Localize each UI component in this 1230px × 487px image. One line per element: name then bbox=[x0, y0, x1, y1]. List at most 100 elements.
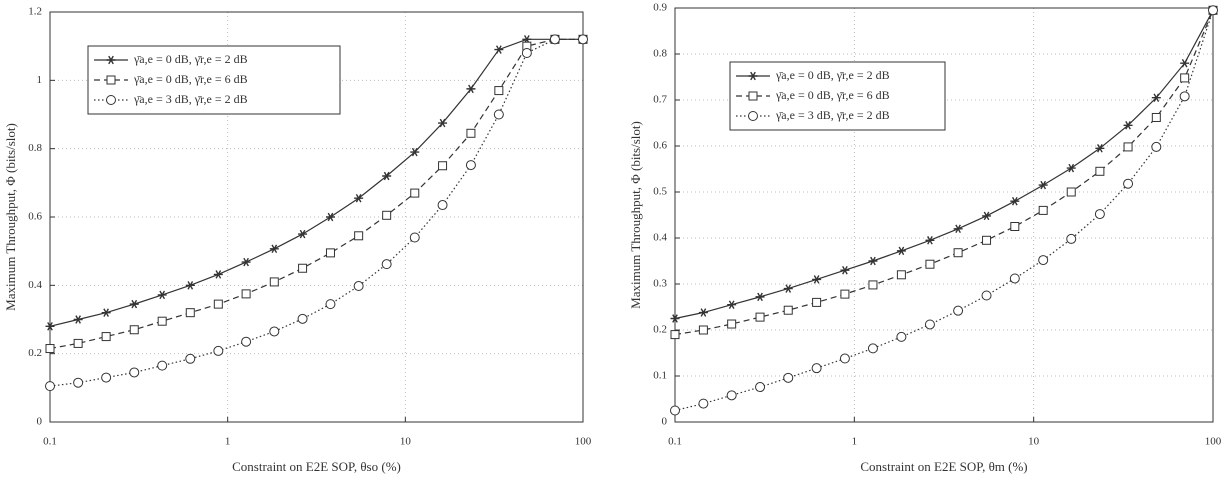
legend-label: γ̄a,e = 0 dB, γ̄r,e = 6 dB bbox=[775, 88, 890, 102]
marker bbox=[896, 270, 906, 280]
y-tick-label: 0.7 bbox=[653, 94, 667, 106]
marker bbox=[698, 308, 708, 317]
marker bbox=[325, 212, 335, 222]
y-tick-label: 0.8 bbox=[28, 142, 42, 154]
chart: 0.1 1 10 10000.10.20.30.40.50.60.70.80.9Con… bbox=[628, 2, 1222, 474]
marker bbox=[157, 360, 168, 371]
marker bbox=[896, 246, 906, 256]
marker bbox=[670, 405, 680, 416]
marker bbox=[982, 235, 992, 245]
marker bbox=[437, 200, 448, 211]
marker bbox=[1038, 205, 1048, 215]
marker bbox=[101, 308, 111, 317]
marker bbox=[213, 345, 224, 356]
marker bbox=[1180, 58, 1190, 68]
marker bbox=[106, 95, 116, 105]
marker bbox=[1066, 163, 1076, 173]
marker bbox=[1038, 255, 1049, 266]
marker bbox=[748, 111, 758, 121]
marker bbox=[924, 319, 935, 330]
marker bbox=[521, 48, 532, 58]
marker bbox=[466, 128, 476, 138]
y-tick-label: 1.2 bbox=[28, 6, 42, 18]
x-axis-label: Constraint on E2E SOP, θm (%) bbox=[860, 459, 1027, 474]
x-tick-label: 100 bbox=[1205, 436, 1222, 448]
marker bbox=[783, 305, 793, 315]
marker bbox=[953, 248, 963, 258]
x-tick-label: 100 bbox=[575, 436, 592, 448]
marker bbox=[1010, 196, 1020, 206]
marker bbox=[522, 35, 532, 44]
x-tick-label: 1 bbox=[225, 436, 231, 448]
y-tick-label: 0.2 bbox=[28, 347, 42, 359]
legend-label: γ̄a,e = 0 dB, γ̄r,e = 2 dB bbox=[775, 68, 890, 82]
series-line bbox=[49, 38, 583, 350]
legend-label: γ̄a,e = 3 dB, γ̄r,e = 2 dB bbox=[775, 108, 890, 122]
marker bbox=[726, 390, 737, 401]
marker bbox=[1010, 222, 1020, 231]
marker bbox=[1151, 141, 1162, 152]
x-tick-label: 10 bbox=[1028, 436, 1040, 448]
marker bbox=[185, 281, 195, 290]
marker bbox=[925, 259, 935, 269]
marker bbox=[1179, 91, 1190, 102]
marker bbox=[727, 319, 737, 329]
marker bbox=[1208, 5, 1218, 16]
marker bbox=[382, 210, 392, 220]
marker bbox=[981, 290, 992, 301]
y-tick-label: 0.3 bbox=[653, 278, 667, 290]
legend-marker bbox=[748, 111, 758, 121]
legend-marker bbox=[106, 95, 116, 105]
legend-marker bbox=[748, 71, 758, 81]
marker bbox=[381, 259, 392, 270]
marker bbox=[438, 118, 448, 128]
marker bbox=[727, 300, 737, 309]
y-tick-label: 0.4 bbox=[28, 279, 42, 291]
marker bbox=[982, 211, 992, 221]
marker bbox=[868, 256, 878, 266]
marker bbox=[1066, 233, 1077, 244]
marker bbox=[868, 280, 878, 290]
marker bbox=[1009, 273, 1020, 284]
marker bbox=[493, 109, 504, 120]
marker bbox=[840, 265, 850, 275]
marker bbox=[157, 316, 167, 326]
marker bbox=[45, 322, 55, 331]
marker bbox=[409, 232, 420, 243]
marker bbox=[1094, 209, 1105, 220]
legend-label: γ̄a,e = 3 dB, γ̄r,e = 2 dB bbox=[133, 92, 248, 106]
y-tick-label: 0.8 bbox=[653, 48, 667, 60]
marker bbox=[839, 353, 850, 364]
marker bbox=[1095, 166, 1105, 176]
marker bbox=[382, 171, 392, 181]
marker bbox=[269, 277, 279, 287]
marker bbox=[73, 338, 83, 348]
marker bbox=[755, 382, 766, 393]
series-line bbox=[49, 38, 583, 327]
marker bbox=[269, 244, 279, 254]
legend-marker bbox=[748, 91, 758, 101]
legend-box bbox=[87, 45, 341, 115]
marker bbox=[698, 398, 709, 409]
marker bbox=[241, 257, 251, 267]
y-tick-label: 0.6 bbox=[28, 211, 42, 223]
chart: 0.1 1 10 100 0 0.2 0.4 0.6 0.8 1 1.2 Constraint on … bbox=[3, 6, 592, 474]
marker bbox=[840, 289, 850, 299]
y-tick-label: 0.2 bbox=[653, 324, 667, 336]
marker bbox=[213, 270, 223, 279]
marker bbox=[812, 297, 822, 307]
marker bbox=[325, 299, 336, 310]
marker bbox=[466, 84, 476, 94]
marker bbox=[670, 314, 680, 323]
marker bbox=[1123, 142, 1133, 152]
marker bbox=[73, 377, 84, 388]
legend-box bbox=[729, 61, 946, 131]
marker bbox=[549, 34, 560, 45]
marker bbox=[269, 326, 280, 337]
marker bbox=[353, 281, 364, 292]
marker bbox=[494, 45, 504, 54]
axes-frame bbox=[674, 7, 1214, 423]
x-axis-label: Constraint on E2E SOP, θso (%) bbox=[232, 459, 401, 474]
marker bbox=[953, 305, 964, 316]
